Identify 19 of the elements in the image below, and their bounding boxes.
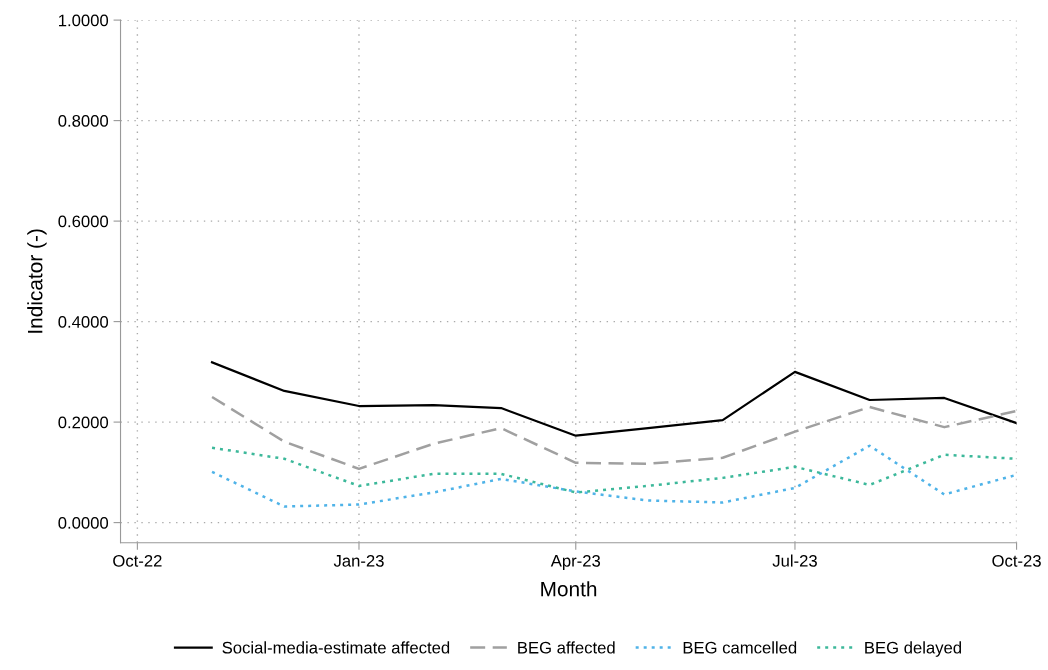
y-tick-label: 1.0000 bbox=[59, 14, 109, 27]
y-tick-label: 0.6000 bbox=[58, 215, 109, 228]
x-tick-label: Jul-23 bbox=[772, 554, 817, 567]
legend-label: BEG delayed bbox=[865, 641, 961, 657]
x-tick-label: Oct-22 bbox=[113, 554, 162, 567]
x-axis-title: Month bbox=[541, 581, 597, 597]
line-series bbox=[210, 444, 1017, 508]
x-tick-label: Oct-23 bbox=[992, 554, 1041, 567]
y-tick-label: 0.2000 bbox=[58, 416, 109, 429]
y-tick-label: 0.4000 bbox=[58, 316, 109, 328]
y-tick-label: 0.0000 bbox=[58, 517, 109, 529]
legend-label: Social-media-estimate affected bbox=[222, 641, 450, 654]
y-axis-title: Indicator (-) bbox=[27, 229, 47, 333]
y-tick-label: 0.8000 bbox=[58, 115, 109, 127]
legend-label: BEG camcelled bbox=[683, 641, 797, 654]
x-tick-label: Jan-23 bbox=[333, 554, 384, 567]
x-tick-label: Apr-23 bbox=[550, 554, 601, 571]
line-series bbox=[210, 361, 1017, 437]
legend-label: BEG affected bbox=[518, 641, 615, 654]
